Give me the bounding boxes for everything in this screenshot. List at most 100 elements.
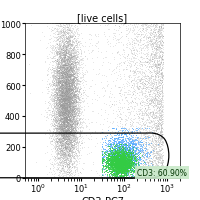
Point — [63, 92, 66, 96]
Point — [120, 143, 124, 146]
Point — [66, 176, 70, 180]
Point — [156, 95, 159, 98]
Point — [77, 88, 81, 91]
Point — [67, 171, 71, 175]
Point — [59, 91, 62, 95]
Point — [71, 75, 75, 78]
Point — [66, 94, 69, 98]
Point — [73, 51, 76, 54]
Point — [69, 140, 73, 144]
Point — [55, 124, 58, 128]
Point — [57, 119, 60, 122]
Point — [64, 148, 67, 151]
Point — [63, 68, 66, 72]
Point — [52, 102, 55, 106]
Point — [124, 139, 127, 142]
Point — [61, 112, 64, 115]
Point — [71, 121, 74, 124]
Point — [57, 35, 60, 38]
Point — [78, 129, 82, 132]
Point — [116, 155, 119, 158]
Point — [127, 161, 130, 164]
Point — [141, 164, 145, 167]
Point — [125, 163, 128, 166]
Point — [140, 169, 144, 172]
Point — [128, 165, 132, 168]
Point — [125, 171, 128, 174]
Point — [123, 156, 126, 160]
Point — [128, 159, 131, 162]
Point — [60, 87, 63, 90]
Point — [145, 118, 148, 121]
Point — [65, 176, 68, 180]
Point — [51, 79, 55, 82]
Point — [65, 111, 68, 114]
Point — [54, 46, 57, 49]
Point — [64, 105, 67, 108]
Point — [69, 121, 73, 124]
Point — [56, 77, 59, 80]
Point — [59, 68, 62, 71]
Point — [60, 119, 63, 122]
Point — [56, 84, 59, 87]
Point — [70, 56, 73, 59]
Point — [126, 159, 130, 162]
Point — [69, 95, 72, 98]
Point — [52, 139, 55, 142]
Point — [110, 159, 113, 162]
Point — [69, 124, 72, 127]
Point — [150, 146, 154, 149]
Point — [63, 78, 66, 81]
Point — [66, 118, 69, 121]
Point — [129, 86, 132, 89]
Point — [72, 115, 75, 118]
Point — [157, 148, 160, 151]
Point — [54, 159, 58, 162]
Point — [69, 89, 73, 93]
Point — [58, 50, 61, 53]
Point — [61, 133, 64, 136]
Point — [72, 107, 75, 111]
Point — [61, 22, 65, 26]
Point — [50, 137, 53, 140]
Point — [60, 104, 64, 107]
Point — [160, 44, 163, 47]
Point — [59, 101, 62, 104]
Point — [67, 94, 70, 97]
Point — [59, 87, 62, 90]
Point — [52, 101, 56, 104]
Point — [72, 138, 75, 141]
Point — [63, 70, 66, 74]
Point — [106, 154, 109, 157]
Point — [68, 96, 71, 99]
Point — [72, 106, 76, 109]
Point — [100, 173, 103, 176]
Point — [157, 64, 160, 67]
Point — [161, 163, 164, 167]
Point — [67, 122, 70, 126]
Point — [62, 109, 65, 112]
Point — [148, 125, 151, 128]
Point — [121, 148, 125, 151]
Point — [119, 163, 123, 166]
Point — [153, 97, 157, 100]
Point — [121, 166, 124, 169]
Point — [122, 170, 126, 173]
Point — [135, 33, 138, 36]
Point — [129, 130, 133, 133]
Point — [85, 97, 88, 100]
Point — [114, 161, 118, 164]
Point — [61, 135, 64, 139]
Point — [126, 157, 129, 160]
Point — [156, 85, 159, 88]
Point — [68, 95, 71, 98]
Point — [64, 104, 67, 107]
Point — [123, 154, 126, 157]
Point — [68, 107, 72, 110]
Point — [74, 128, 77, 131]
Point — [148, 58, 151, 62]
Point — [124, 120, 127, 123]
Point — [160, 163, 164, 166]
Point — [41, 79, 44, 82]
Point — [61, 34, 64, 37]
